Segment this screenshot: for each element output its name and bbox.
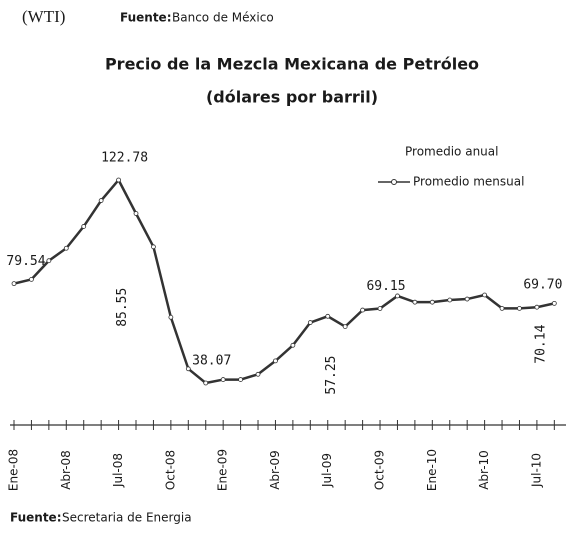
marker [429,299,435,305]
footer-label: Fuente: [10,511,62,525]
source-label: Fuente: [120,11,172,25]
marker [464,296,470,302]
marker [11,281,17,287]
x-tick-label: Jul-09 [320,453,334,488]
marker [238,377,243,382]
x-tick-label: Abr-10 [477,450,491,490]
top-left: (WTI) [22,7,65,26]
x-tick-label: Oct-08 [163,450,177,490]
x-tick-label: Abr-08 [59,450,73,490]
data-label: 69.15 [366,279,405,294]
marker [273,358,278,364]
marker [220,377,226,382]
marker [151,244,156,250]
legend-marker [391,179,397,185]
marker [482,292,488,298]
data-label: 69.70 [523,278,562,293]
marker [551,300,557,306]
marker [29,277,34,282]
x-tick-label: Oct-09 [373,450,387,490]
legend-annual: Promedio anual [405,145,498,159]
x-tick-label: Abr-09 [268,450,282,490]
marker [98,198,104,203]
source: Banco de México [172,11,274,25]
marker [517,305,522,311]
marker [395,293,400,299]
marker [377,306,383,311]
annual-label: 57.25 [324,355,339,394]
annual-label: 85.55 [115,288,130,327]
data-label: 79.54 [6,254,45,269]
x-tick-label: Ene-08 [7,449,21,491]
marker [447,297,453,303]
line [13,177,555,385]
x-tick-label: Jul-08 [111,453,125,488]
marker [325,313,331,319]
annual-label: 70.14 [533,324,548,363]
marker [133,211,139,216]
marker [534,304,540,310]
marker [290,342,296,348]
x-tick-label: Jul-10 [529,453,543,488]
footer-source: Secretaria de Energia [62,511,192,525]
marker [46,258,52,264]
marker [81,224,87,229]
marker [412,299,418,305]
marker [185,366,191,372]
chart-title: Precio de la Mezcla Mexicana de Petróleo [105,55,479,74]
marker [168,314,174,320]
marker [116,177,121,183]
marker [307,320,313,325]
x-tick-label: Ene-09 [216,449,230,491]
marker [360,307,366,313]
legend-monthly: Promedio mensual [413,175,524,189]
marker [255,371,261,377]
x-tick-label: Ene-10 [425,449,439,491]
marker [203,380,209,386]
marker [499,305,505,311]
chart-subtitle: (dólares por barril) [206,88,378,107]
data-label: 122.78 [101,151,148,166]
marker [342,324,348,330]
marker [63,245,69,251]
data-label: 38.07 [192,354,231,369]
